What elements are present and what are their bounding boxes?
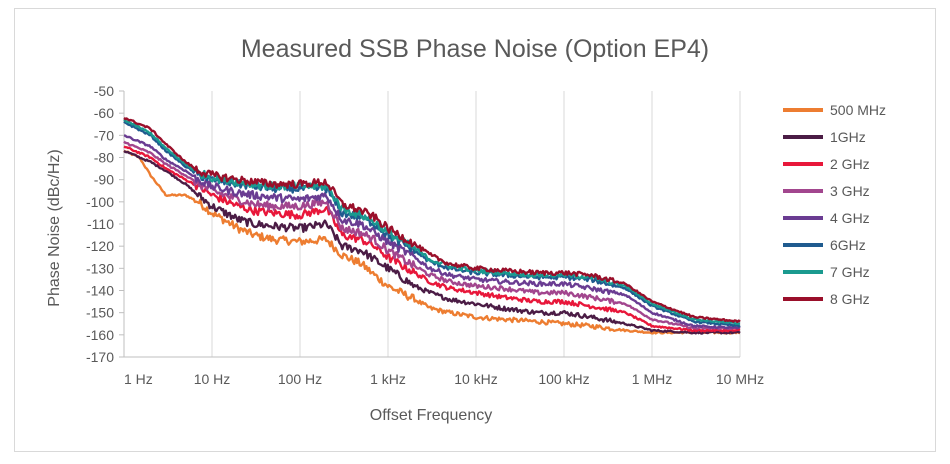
series-line — [123, 140, 741, 331]
legend-entry: 500 MHz — [830, 102, 886, 118]
plot-series — [123, 117, 741, 335]
x-axis-title: Offset Frequency — [370, 407, 492, 424]
x-tick-label: 1 MHz — [632, 371, 672, 387]
chart-title: Measured SSB Phase Noise (Option EP4) — [241, 35, 709, 63]
x-tick-label: 100 Hz — [278, 371, 322, 387]
series-line — [123, 149, 741, 335]
series-line — [123, 150, 741, 335]
x-tick-label: 10 Hz — [194, 371, 231, 387]
legend-entry: 1GHz — [830, 129, 866, 145]
y-tick-label: -130 — [86, 260, 114, 276]
series-line — [123, 117, 741, 323]
series-line — [123, 120, 741, 328]
y-tick-label: -80 — [94, 150, 114, 166]
y-tick-label: -110 — [87, 216, 114, 232]
y-tick-label: -90 — [94, 172, 114, 188]
x-tick-labels: 1 Hz 10 Hz 100 Hz 1 kHz 10 kHz 100 kHz 1 MHz 10… — [124, 371, 764, 387]
phase-noise-chart: Measured SSB Phase Noise (Option EP4) Of… — [46, 35, 886, 424]
legend-entry: 8 GHz — [830, 291, 870, 307]
legend: 500 MHz 1GHz 2 GHz 3 GHz 4 GHz 6GHz 7 GHz 8 GHz — [783, 102, 886, 307]
y-tick-label: -100 — [86, 194, 114, 210]
chart-frame: Measured SSB Phase Noise (Option EP4) Of… — [14, 8, 936, 452]
series-line — [123, 118, 741, 325]
legend-entry: 3 GHz — [830, 183, 870, 199]
y-tick-label: -70 — [94, 127, 114, 143]
y-tick-label: -120 — [86, 238, 114, 254]
series-line — [123, 134, 741, 330]
legend-entry: 4 GHz — [830, 210, 870, 226]
x-tick-label: 10 MHz — [716, 371, 764, 387]
y-tick-label: -50 — [94, 83, 114, 99]
x-tick-label: 1 Hz — [124, 371, 153, 387]
y-tick-label: -170 — [86, 349, 114, 365]
y-tick-label: -150 — [86, 305, 114, 321]
series-line — [123, 145, 741, 333]
y-tick-label: -60 — [94, 105, 114, 121]
y-tick-labels: -50 -60 -70 -80 -90 -100 -110 -120 -130 -140 -150 -… — [86, 83, 124, 365]
x-tick-label: 1 kHz — [370, 371, 406, 387]
x-tick-label: 100 kHz — [538, 371, 589, 387]
legend-entry: 2 GHz — [830, 156, 870, 172]
y-tick-label: -140 — [86, 283, 114, 299]
legend-entry: 6GHz — [830, 237, 866, 253]
x-tick-label: 10 kHz — [454, 371, 498, 387]
legend-entry: 7 GHz — [830, 264, 870, 280]
y-tick-label: -160 — [86, 327, 114, 343]
y-axis-title: Phase Noise (dBc/Hz) — [46, 149, 63, 306]
